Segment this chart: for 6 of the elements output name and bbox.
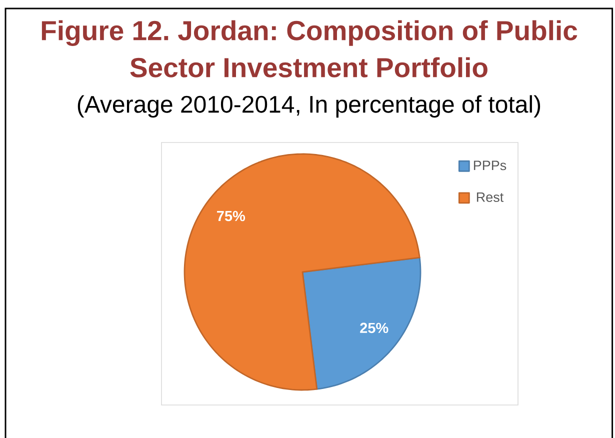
chart-title: Figure 12. Jordan: Composition of Public Sector Investment Portfolio	[42, 20, 578, 78]
data-label: 25%	[360, 322, 388, 334]
legend-label: Rest	[476, 192, 504, 202]
chart-subtitle: (Average 2010-2014, In percentage of total)	[78, 95, 540, 118]
legend-label: PPPs	[474, 160, 506, 170]
data-label: 75%	[217, 210, 246, 222]
